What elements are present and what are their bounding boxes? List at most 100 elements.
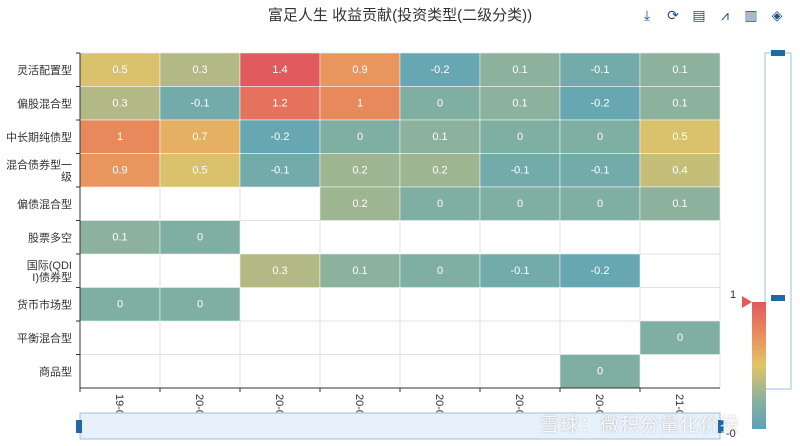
cell-value-label: -0.2 [591,97,610,109]
datazoom-handle-left[interactable] [76,420,82,433]
heatmap-cell[interactable] [479,119,561,154]
visual-map-handle-top[interactable] [742,296,752,308]
cell-value-label: 0.3 [272,265,287,277]
y-tick-label: 股票多空 [28,230,72,244]
heatmap-cell[interactable] [559,186,641,221]
heatmap-cell[interactable] [479,52,561,87]
heatmap-cell[interactable] [159,220,241,255]
cell-value-label: 0.2 [352,164,367,176]
cell-value-label: 0.3 [192,64,207,76]
cell-value-label: -0.2 [431,64,450,76]
refresh-icon[interactable]: ⟳ [667,7,679,23]
heatmap-cell[interactable] [559,253,641,288]
heatmap-cell[interactable] [319,186,401,221]
watermark: 雪球：微积分量化价投 [540,415,741,436]
visual-map-bar[interactable] [752,302,766,429]
heatmap-cell[interactable] [559,52,641,87]
y-tick-label: 中长期纯债型 [6,130,72,144]
cell-value-label: -0.1 [511,265,530,277]
heatmap-cell[interactable] [479,186,561,221]
heatmap-cell[interactable] [399,86,481,121]
download-icon[interactable]: ⤓ [643,7,651,23]
cell-value-label: -0.1 [591,164,610,176]
datazoom-slider-y[interactable] [764,52,792,390]
heatmap-cell[interactable] [79,86,161,121]
heatmap-cell[interactable] [239,253,321,288]
y-tick-label: 偏股混合型 [17,96,72,110]
cell-value-label: 0 [597,365,603,377]
heatmap-cell[interactable] [239,119,321,154]
cell-value-label: 1 [117,131,123,143]
heatmap-cell[interactable] [239,153,321,188]
cell-value-label: 0.1 [112,231,127,243]
cell-value-label: -0.2 [271,131,290,143]
heatmap-cell[interactable] [319,153,401,188]
heatmap-cell[interactable] [399,186,481,221]
line-chart-icon[interactable]: ⩘ [721,7,729,23]
heatmap-cell[interactable] [559,119,641,154]
heatmap-cell[interactable] [479,86,561,121]
heatmap-cell[interactable] [159,287,241,322]
heatmap-cell[interactable] [399,153,481,188]
data-view-icon[interactable]: ▤ [692,7,706,23]
cell-value-label: 0 [517,198,523,210]
cell-value-label: 0.1 [352,265,367,277]
heatmap-cell[interactable] [479,253,561,288]
toolbox: ⤓ ⟳ ▤ ⩘ ▥ ◈ [638,6,786,24]
heatmap-cell[interactable] [159,119,241,154]
heatmap-cell[interactable] [399,253,481,288]
heatmap-cell[interactable] [639,186,721,221]
heatmap-cell[interactable] [159,86,241,121]
heatmap-cell[interactable] [639,52,721,87]
cell-value-label: 0 [117,298,123,310]
heatmap-cell[interactable] [559,86,641,121]
stack-icon[interactable]: ◈ [771,7,783,23]
cell-value-label: 0.4 [672,164,687,176]
cell-value-label: 0.1 [512,97,527,109]
cell-value-label: 0.5 [672,131,687,143]
heatmap-cell[interactable] [639,86,721,121]
cell-value-label: 0 [597,198,603,210]
cell-value-label: 0.7 [192,131,207,143]
datazoom-handle-right[interactable] [718,420,724,433]
cell-value-label: -0.1 [591,64,610,76]
heatmap-cell[interactable] [399,119,481,154]
heatmap-cell[interactable] [319,86,401,121]
datazoom-handle-bottom[interactable] [771,295,785,301]
heatmap-cell[interactable] [159,153,241,188]
cell-value-label: 0.5 [112,64,127,76]
cell-value-label: 0 [677,332,683,344]
heatmap-cell[interactable] [559,153,641,188]
cell-value-label: 0.1 [672,198,687,210]
heatmap-cell[interactable] [159,52,241,87]
bar-chart-icon[interactable]: ▥ [744,7,758,23]
heatmap-cell[interactable] [319,119,401,154]
heatmap-cell[interactable] [319,253,401,288]
datazoom-handle-top[interactable] [771,50,785,56]
cell-value-label: -0.2 [591,265,610,277]
heatmap-cell[interactable] [319,52,401,87]
datazoom-slider-x[interactable] [79,412,721,440]
y-tick-label: 灵活配置型 [17,63,72,77]
cell-value-label: 0.1 [672,64,687,76]
heatmap-cell[interactable] [239,86,321,121]
cell-value-label: 0.2 [352,198,367,210]
heatmap-cell[interactable] [639,153,721,188]
cell-value-label: 0.5 [192,164,207,176]
heatmap-cell[interactable] [239,52,321,87]
cell-value-label: 0.2 [432,164,447,176]
cell-value-label: 0.1 [672,97,687,109]
visual-map-min-label: -0 [726,428,736,440]
chart-title: 富足人生 收益贡献(投资类型(二级分类)) [267,7,533,24]
heatmap-cell[interactable] [639,320,721,355]
heatmap-cell[interactable] [479,153,561,188]
heatmap-cell[interactable] [79,119,161,154]
y-tick-label: 货币市场型 [17,297,72,311]
heatmap-cell[interactable] [399,52,481,87]
cell-value-label: 1 [357,97,363,109]
heatmap-cell[interactable] [639,119,721,154]
y-tick-label: 混合债券型一级 [6,157,72,183]
y-tick-label: 平衡混合型 [17,331,72,345]
cell-value-label: 0 [517,131,523,143]
